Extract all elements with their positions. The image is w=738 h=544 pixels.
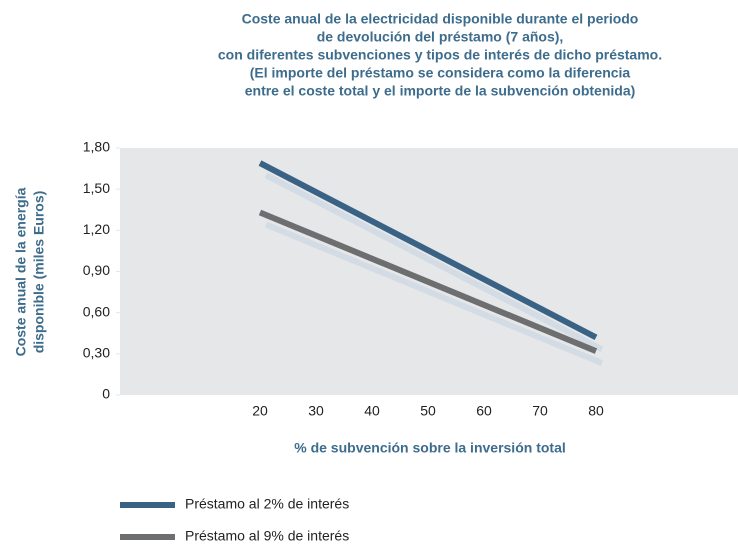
y-tick-label: 1,50 <box>83 180 110 196</box>
y-axis-label: Coste anual de la energía <box>13 187 29 356</box>
chart-title: Coste anual de la electricidad disponibl… <box>242 11 639 27</box>
y-tick-label: 0,60 <box>83 303 110 319</box>
line <box>258 160 598 341</box>
x-tick-label: 20 <box>252 403 268 419</box>
chart-title: entre el coste total y el importe de la … <box>245 83 636 99</box>
x-tick-label: 50 <box>420 403 436 419</box>
x-tick-label: 60 <box>476 403 492 419</box>
y-tick-label: 0 <box>102 386 110 402</box>
x-tick-label: 40 <box>364 403 380 419</box>
legend-label: Préstamo al 9% de interés <box>185 528 349 544</box>
chart-title: de devolución del préstamo (7 años), <box>317 29 564 45</box>
x-tick-label: 70 <box>532 403 548 419</box>
plot-area <box>120 148 738 395</box>
legend-label: Préstamo al 2% de interés <box>185 496 349 512</box>
line-shadow <box>264 172 604 353</box>
line <box>258 209 598 354</box>
x-axis-label: % de subvención sobre la inversión total <box>294 440 566 456</box>
x-tick-label: 80 <box>588 403 604 419</box>
chart-title: con diferentes subvenciones y tipos de i… <box>218 47 662 63</box>
y-tick-label: 0,30 <box>83 345 110 361</box>
y-tick-label: 1,80 <box>83 139 110 155</box>
chart-title: (El importe del préstamo se considera co… <box>250 65 631 81</box>
y-tick-label: 1,20 <box>83 221 110 237</box>
y-axis-label: disponible (miles Euros) <box>31 191 47 354</box>
y-tick-label: 0,90 <box>83 262 110 278</box>
x-tick-label: 30 <box>308 403 324 419</box>
line-shadow <box>264 221 604 366</box>
